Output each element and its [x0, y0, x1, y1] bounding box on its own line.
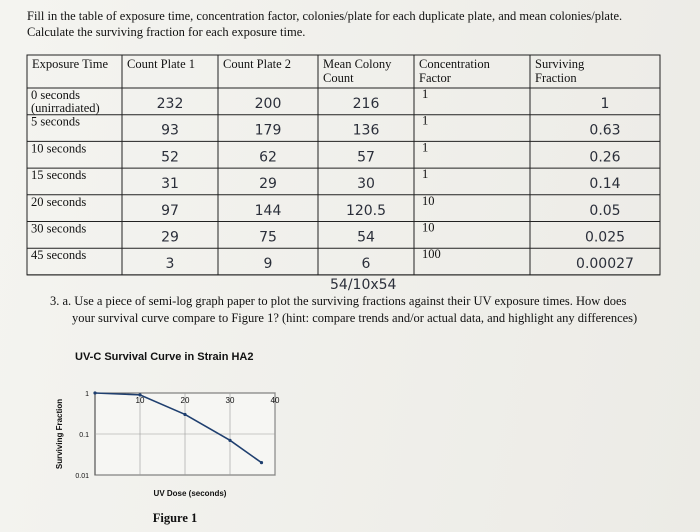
- instruction: Calculate the surviving fraction for eac…: [27, 25, 305, 39]
- handwritten-value: 62: [259, 149, 277, 165]
- handwritten-value: 0.63: [589, 123, 620, 139]
- handwritten-value: 0.26: [589, 149, 620, 165]
- x-tick-label: 30: [226, 396, 235, 405]
- data-point: [228, 438, 232, 442]
- handwritten-note: 54/10x54: [330, 277, 397, 293]
- handwritten-value: 1: [601, 96, 610, 112]
- column-header: Count Plate 2: [223, 57, 291, 71]
- handwritten-value: 0.025: [585, 230, 625, 246]
- figure-caption: Figure 1: [153, 511, 198, 525]
- handwritten-value: 3: [166, 256, 175, 272]
- row-label: 5 seconds: [31, 115, 80, 129]
- concentration-factor: 10: [422, 221, 435, 235]
- handwritten-value: 200: [255, 96, 282, 112]
- handwritten-value: 57: [357, 149, 375, 165]
- figure-title: UV-C Survival Curve in Strain HA2: [75, 351, 254, 363]
- row-label: 30 seconds: [31, 222, 86, 236]
- handwritten-value: 97: [161, 203, 179, 219]
- column-header: Surviving Fraction: [535, 57, 585, 85]
- question: your survival curve compare to Figure 1?…: [72, 311, 637, 325]
- handwritten-value: 31: [161, 176, 179, 192]
- handwritten-value: 0.14: [589, 176, 620, 192]
- x-tick-label: 40: [271, 396, 280, 405]
- handwritten-value: 6: [362, 256, 371, 272]
- handwritten-value: 136: [353, 123, 380, 139]
- concentration-factor: 1: [422, 140, 428, 154]
- concentration-factor: 10: [422, 194, 435, 208]
- data-point: [259, 461, 264, 465]
- handwritten-value: 232: [157, 96, 184, 112]
- instruction: Fill in the table of exposure time, conc…: [27, 9, 622, 23]
- handwritten-value: 179: [255, 123, 282, 139]
- concentration-factor: 1: [422, 114, 428, 128]
- row-label: 10 seconds: [31, 141, 86, 155]
- concentration-factor: 1: [422, 87, 428, 101]
- x-axis-label: UV Dose (seconds): [154, 489, 227, 498]
- handwritten-value: 52: [161, 149, 179, 165]
- handwritten-value: 29: [259, 176, 277, 192]
- y-tick-label: 1: [85, 391, 89, 398]
- data-point: [138, 393, 142, 397]
- handwritten-value: 75: [259, 230, 277, 246]
- handwritten-value: 93: [161, 123, 179, 139]
- handwritten-value: 29: [161, 230, 179, 246]
- column-header: Count Plate 1: [127, 57, 195, 71]
- row-label: 15 seconds: [31, 168, 86, 182]
- row-label: 45 seconds: [31, 248, 86, 262]
- handwritten-value: 54: [357, 230, 375, 246]
- x-tick-label: 10: [136, 396, 145, 405]
- column-header: Mean Colony Count: [323, 57, 392, 85]
- concentration-factor: 100: [422, 247, 441, 261]
- y-tick-label: 0.01: [75, 473, 89, 480]
- x-tick-label: 20: [181, 396, 190, 405]
- column-header: Exposure Time: [32, 57, 109, 71]
- handwritten-value: 216: [353, 96, 380, 112]
- concentration-factor: 1: [422, 167, 428, 181]
- handwritten-value: 120.5: [346, 203, 386, 219]
- handwritten-value: 0.05: [589, 203, 620, 219]
- handwritten-value: 0.00027: [576, 256, 634, 272]
- data-point: [93, 391, 97, 395]
- handwritten-value: 30: [357, 176, 375, 192]
- data-point: [183, 412, 187, 417]
- handwritten-value: 9: [264, 256, 273, 272]
- row-label: 20 seconds: [31, 195, 86, 209]
- handwritten-value: 144: [255, 203, 282, 219]
- question: 3. a. Use a piece of semi-log graph pape…: [50, 294, 626, 308]
- y-axis-label: Surviving Fraction: [55, 399, 64, 469]
- y-tick-label: 0.1: [79, 432, 89, 439]
- column-header: Concentration Factor: [419, 57, 491, 85]
- row-label: 0 seconds (unirradiated): [31, 88, 100, 115]
